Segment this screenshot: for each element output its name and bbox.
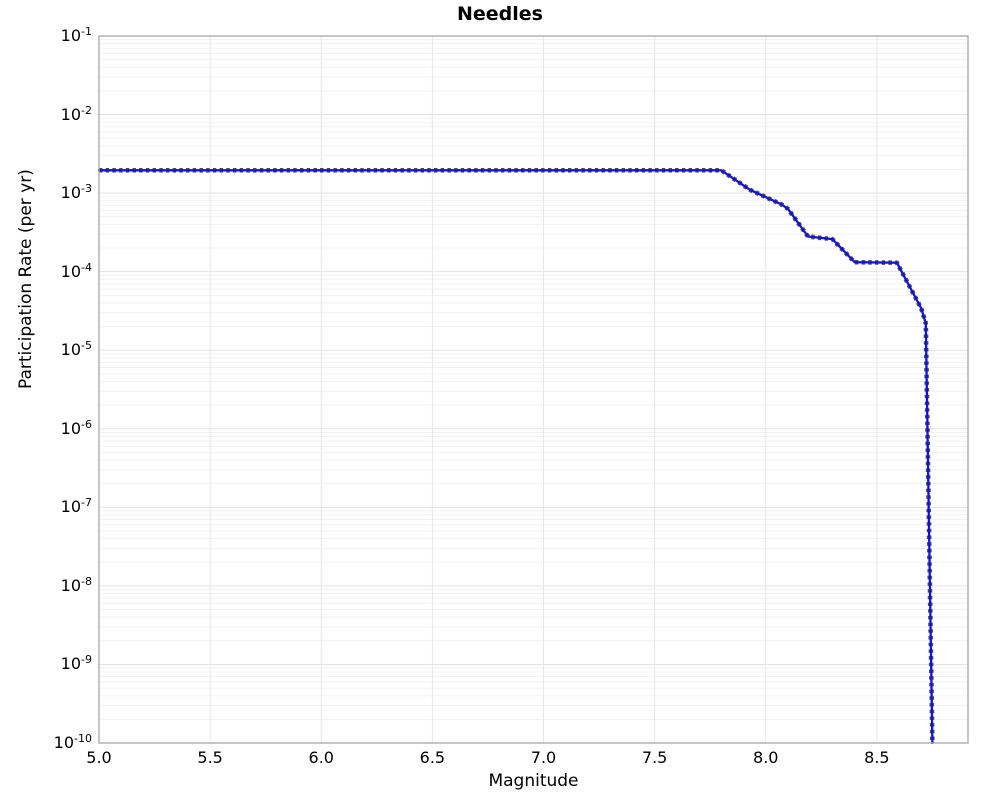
- x-tick-label: 5.5: [197, 748, 223, 767]
- data-series-line: [97, 169, 934, 745]
- x-tick-label: 6.5: [419, 748, 446, 767]
- x-tick-label: 7.0: [530, 748, 557, 767]
- x-tick-label: 8.5: [864, 748, 890, 767]
- x-tick-label: 8.0: [753, 748, 779, 767]
- y-tick-label: 10-4: [60, 260, 92, 281]
- y-tick-label: 10-10: [53, 731, 92, 753]
- x-tick-label: 7.5: [641, 748, 668, 767]
- plot-background: [99, 36, 968, 743]
- y-tick-label: 10-7: [60, 496, 92, 517]
- y-tick-label: 10-2: [60, 103, 92, 124]
- y-tick-label: 10-8: [60, 574, 92, 596]
- x-tick-label: 5.0: [86, 748, 112, 767]
- y-tick-label: 10-3: [60, 181, 92, 203]
- chart-title: Needles: [457, 3, 543, 25]
- x-axis-label: Magnitude: [488, 771, 579, 791]
- y-tick-label: 10-5: [60, 339, 92, 360]
- y-tick-label: 10-9: [60, 653, 92, 674]
- x-tick-label: 6.0: [308, 748, 334, 767]
- y-tick-label: 10-1: [60, 24, 92, 46]
- axes-border: [98, 35, 969, 744]
- y-tick-label: 10-6: [60, 417, 92, 438]
